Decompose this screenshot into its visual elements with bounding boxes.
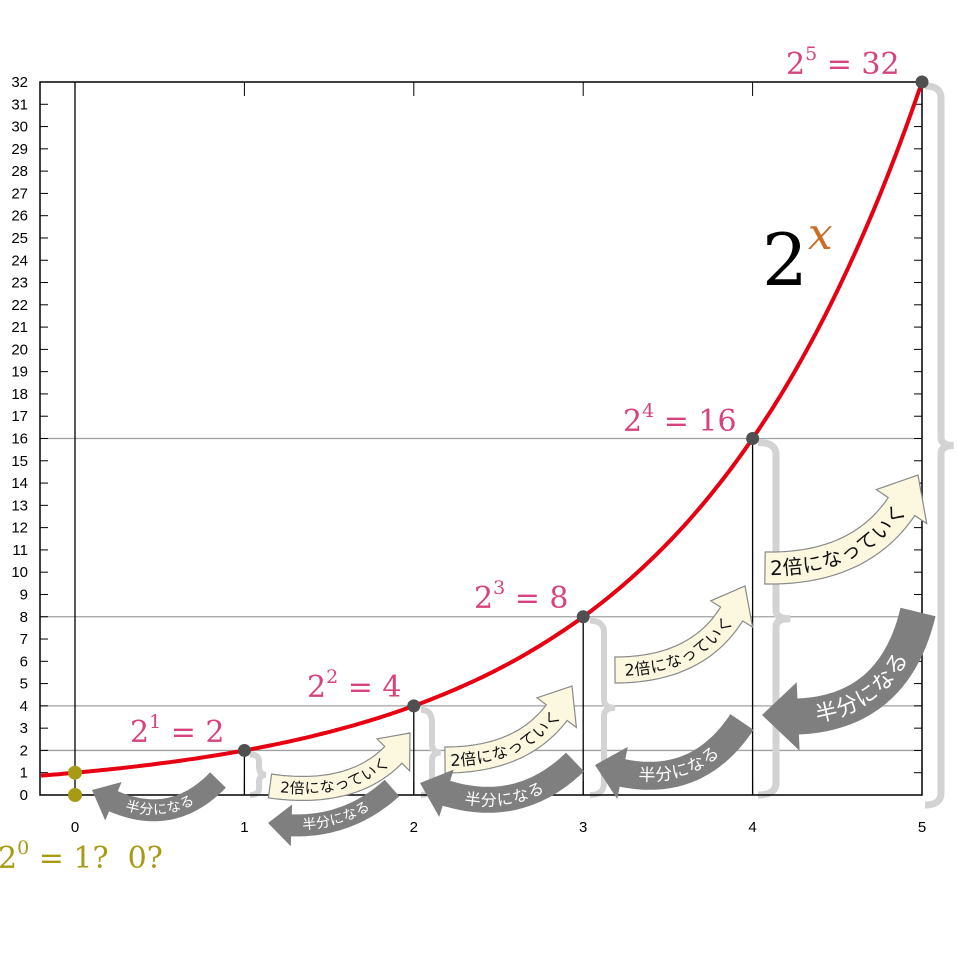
data-point [407, 699, 421, 713]
brace [249, 751, 267, 798]
x-tick-label: 1 [240, 819, 248, 836]
half-arrow: 半分になる [595, 714, 754, 799]
curve-2x [40, 81, 924, 778]
y-tick-label: 5 [20, 676, 28, 693]
y-tick-label: 9 [20, 586, 28, 603]
half-arrow-shape [595, 714, 754, 799]
point-label: 23 = 8 [474, 577, 568, 616]
point-label: 24 = 16 [623, 400, 737, 439]
y-tick-label: 21 [11, 319, 28, 336]
curve-label: 2x [762, 209, 833, 302]
double-arrow: 2倍になっていく [614, 585, 754, 684]
y-tick-label: 12 [11, 520, 28, 537]
double-arrow-shape [764, 474, 928, 585]
double-arrow-shape [444, 685, 578, 774]
y-tick-label: 24 [11, 252, 28, 269]
half-arrow-shape [92, 772, 226, 822]
double-arrow-shape [267, 732, 411, 802]
y-tick-label: 17 [11, 408, 28, 425]
y-tick-label: 4 [20, 698, 28, 715]
x-tick-label: 4 [748, 819, 756, 836]
y-tick-label: 26 [11, 208, 28, 225]
brace [924, 82, 954, 809]
y-tick-label: 14 [11, 475, 28, 492]
y-tick-label: 2 [20, 742, 28, 759]
y-tick-label: 7 [20, 631, 28, 648]
y-tick-label: 25 [11, 230, 28, 247]
zero-point [68, 765, 82, 780]
data-point [237, 743, 251, 757]
point-label: 22 = 4 [307, 666, 401, 705]
y-tick-label: 16 [11, 431, 28, 448]
data-points [68, 75, 929, 802]
point-label: 25 = 32 [786, 43, 900, 82]
y-tick-label: 27 [11, 185, 28, 202]
half-arrow: 半分になる [762, 607, 936, 751]
y-tick-label: 0 [20, 787, 28, 804]
x-tick-label: 2 [410, 819, 418, 836]
x-tick-label: 3 [579, 819, 587, 836]
y-tick-label: 10 [11, 564, 28, 581]
y-tick-label: 13 [11, 497, 28, 514]
y-tick-label: 29 [11, 141, 28, 158]
double-arrow-shape [614, 585, 754, 684]
x-tick-label: 5 [918, 819, 926, 836]
braces [249, 82, 954, 809]
y-tick-label: 19 [11, 364, 28, 381]
y-tick-label: 22 [11, 297, 28, 314]
y-tick-label: 11 [12, 542, 28, 559]
point-label: 21 = 2 [130, 711, 224, 750]
y-tick-label: 31 [11, 96, 28, 113]
brace [589, 617, 616, 798]
point-labels: 21 = 2 22 = 4 23 = 8 24 = 16 25 = 32 [130, 43, 900, 750]
y-tick-label: 3 [20, 720, 28, 737]
data-point [576, 610, 590, 624]
zero-point [68, 788, 82, 802]
x-tick-label: 0 [71, 819, 79, 836]
zero-label: 20 = 1? 0? [0, 837, 163, 876]
y-tick-label: 15 [11, 453, 28, 470]
half-arrow-shape [268, 779, 400, 847]
half-arrow-shape [762, 607, 936, 751]
y-tick-label: 32 [11, 74, 28, 91]
data-point [746, 432, 760, 445]
half-arrow-label: 半分になる [464, 778, 547, 810]
drop-lines [74, 82, 754, 795]
y-tick-label: 6 [20, 653, 28, 670]
double-arrow: 2倍になっていく [444, 685, 578, 774]
y-tick-label: 20 [11, 341, 28, 358]
half-arrow: 半分になる [92, 772, 226, 822]
brace [757, 439, 791, 799]
y-tick-label: 8 [20, 609, 28, 626]
axis-ticks: 0123456789101112131415161718192021222324… [11, 74, 926, 836]
y-tick-label: 1 [20, 765, 28, 782]
half-arrow-shape [420, 752, 584, 817]
double-arrow: 2倍になっていく [764, 474, 928, 585]
y-tick-label: 18 [11, 386, 28, 403]
y-tick-label: 23 [11, 275, 28, 292]
y-tick-label: 28 [11, 163, 28, 180]
data-point [915, 75, 929, 89]
y-tick-label: 30 [11, 119, 28, 136]
